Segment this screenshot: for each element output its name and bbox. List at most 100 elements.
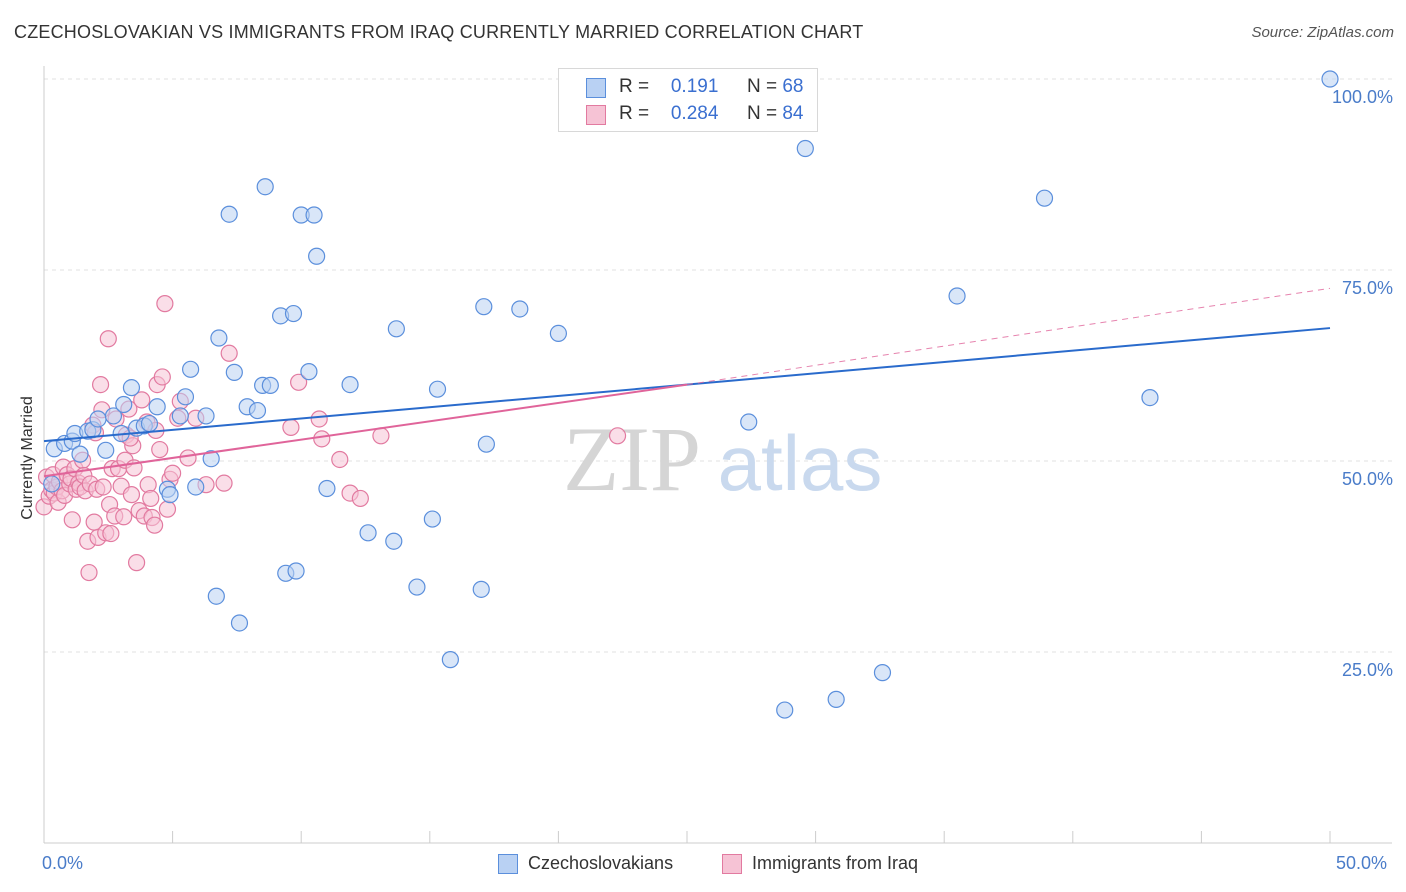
point-iraq (91, 376, 110, 394)
point-iraq (151, 440, 169, 459)
r-label: R = (619, 76, 650, 97)
point-iraq (102, 524, 120, 543)
point-iraq (142, 489, 160, 508)
point-iraq (127, 554, 146, 572)
source-label: Source: ZipAtlas.com (1251, 24, 1394, 41)
point-czechoslovakians (408, 578, 426, 596)
point-czechoslovakians (97, 441, 115, 459)
x-tick-min-label: 0.0% (42, 853, 84, 873)
r-value: 0.284 (670, 103, 719, 124)
point-czechoslovakians (230, 614, 249, 632)
point-czechoslovakians (161, 486, 179, 504)
point-czechoslovakians (475, 298, 493, 316)
point-czechoslovakians (776, 701, 794, 719)
point-czechoslovakians (187, 478, 205, 496)
legend-label: Czechoslovakians (528, 853, 674, 873)
zipatlas-watermark: ZIP atlas (563, 408, 882, 510)
gridlines (44, 78, 1392, 653)
y-tick-label-50: 50.0% (1342, 469, 1393, 489)
point-czechoslovakians (441, 651, 459, 669)
point-czechoslovakians (1141, 388, 1159, 407)
point-czechoslovakians (248, 401, 267, 420)
r-label: R = (619, 103, 650, 124)
axes (43, 66, 1392, 844)
y-axis-label: Currently Married (19, 396, 36, 520)
point-czechoslovakians (796, 139, 814, 158)
point-iraq (179, 449, 197, 467)
point-iraq (282, 418, 300, 436)
point-iraq (608, 427, 627, 445)
point-czechoslovakians (122, 379, 141, 397)
point-czechoslovakians (423, 510, 441, 528)
point-czechoslovakians (511, 300, 529, 318)
point-czechoslovakians (140, 414, 159, 433)
point-czechoslovakians (549, 324, 568, 343)
point-iraq (313, 430, 331, 448)
point-czechoslovakians (300, 363, 318, 381)
point-czechoslovakians (873, 664, 892, 682)
x-tick-max-label: 50.0% (1336, 853, 1388, 873)
point-czechoslovakians (225, 363, 243, 381)
point-iraq (115, 508, 133, 526)
point-iraq (153, 368, 171, 386)
n-label: N = (746, 76, 778, 97)
point-iraq (85, 513, 103, 531)
data-points (35, 70, 1339, 719)
y-tick-label-75: 75.0% (1342, 278, 1393, 298)
point-czechoslovakians (305, 206, 323, 224)
point-czechoslovakians (104, 407, 123, 425)
point-iraq (215, 474, 233, 492)
point-czechoslovakians (1321, 70, 1339, 88)
point-czechoslovakians (287, 562, 305, 580)
legend-label: Immigrants from Iraq (752, 853, 919, 873)
point-iraq (290, 373, 308, 391)
point-czechoslovakians (220, 205, 238, 223)
r-value: 0.191 (670, 76, 719, 97)
legend-swatch-pink (586, 105, 606, 125)
point-czechoslovakians (284, 304, 303, 323)
legend-swatch-pink (722, 854, 742, 874)
point-czechoslovakians (387, 320, 405, 338)
chart-title: CZECHOSLOVAKIAN VS IMMIGRANTS FROM IRAQ … (14, 22, 864, 42)
point-iraq (331, 450, 349, 469)
point-czechoslovakians (207, 587, 225, 605)
point-czechoslovakians (171, 407, 189, 425)
point-czechoslovakians (176, 388, 195, 406)
point-czechoslovakians (89, 410, 107, 428)
point-czechoslovakians (341, 376, 359, 394)
point-iraq (94, 478, 112, 496)
point-czechoslovakians (477, 435, 495, 453)
point-czechoslovakians (115, 395, 133, 414)
point-czechoslovakians (740, 413, 758, 431)
point-czechoslovakians (43, 475, 61, 493)
y-tick-labels: 100.0% 75.0% 50.0% 25.0% (1332, 87, 1393, 680)
point-czechoslovakians (428, 380, 447, 398)
point-czechoslovakians (948, 287, 966, 305)
point-iraq (99, 330, 117, 348)
point-czechoslovakians (318, 479, 336, 498)
point-iraq (156, 295, 174, 313)
point-czechoslovakians (202, 450, 220, 468)
series-legend: Czechoslovakians Immigrants from Iraq (0, 852, 1406, 878)
point-czechoslovakians (256, 178, 274, 196)
n-value: 84 (782, 103, 804, 124)
point-iraq (310, 410, 328, 428)
point-iraq (220, 344, 238, 362)
point-czechoslovakians (197, 407, 215, 425)
trend-line-iraq-projection (686, 287, 1331, 386)
point-iraq (351, 489, 369, 508)
y-tick-label-25: 25.0% (1342, 660, 1393, 680)
point-czechoslovakians (308, 247, 326, 265)
point-czechoslovakians (148, 398, 166, 416)
stats-legend: R = 0.191 N = 68 R = 0.284 N = 84 (558, 68, 818, 132)
point-iraq (122, 486, 141, 504)
legend-swatch-blue (498, 854, 518, 874)
point-czechoslovakians (71, 445, 89, 463)
legend-swatch-blue (586, 78, 606, 98)
point-czechoslovakians (385, 532, 403, 550)
point-czechoslovakians (827, 690, 845, 708)
point-iraq (372, 427, 390, 445)
n-value: 68 (782, 76, 804, 97)
trend-lines (43, 287, 1331, 478)
y-tick-label-100: 100.0% (1332, 87, 1393, 107)
